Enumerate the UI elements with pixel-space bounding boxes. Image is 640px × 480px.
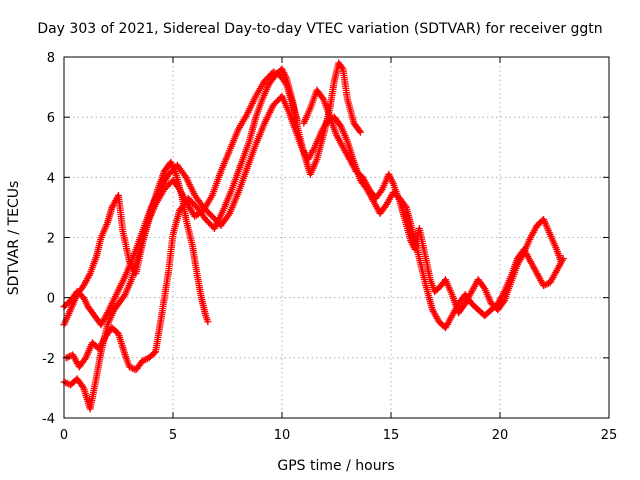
- data-layer: [60, 59, 567, 413]
- series-pass-e: [300, 86, 565, 317]
- series-pass-b: [60, 68, 301, 329]
- data-point: [142, 355, 150, 363]
- data-point: [150, 349, 158, 357]
- data-point: [64, 353, 72, 361]
- x-tick-label: 0: [60, 428, 68, 443]
- chart-title: Day 303 of 2021, Sidereal Day-to-day VTE…: [37, 21, 602, 37]
- data-point: [204, 318, 212, 326]
- x-tick-label: 5: [169, 428, 177, 443]
- x-tick-label: 25: [601, 428, 618, 443]
- data-point: [125, 363, 133, 371]
- tick-layer: 0 5 10 15 20 25 -4 -2 0 2 4 6 8: [42, 51, 617, 443]
- data-point: [541, 281, 549, 289]
- y-tick-label: -4: [42, 412, 55, 427]
- data-point: [338, 64, 346, 72]
- x-tick-label: 15: [383, 428, 400, 443]
- y-tick-label: 2: [47, 232, 55, 247]
- y-tick-label: 0: [47, 292, 55, 307]
- y-axis-title: SDTVAR / TECUs: [6, 181, 22, 296]
- y-tick-label: 8: [47, 51, 55, 66]
- x-axis-title: GPS time / hours: [277, 458, 394, 474]
- data-point: [127, 364, 135, 372]
- data-point: [543, 280, 551, 288]
- data-point: [138, 357, 146, 365]
- series-pass-d: [60, 92, 567, 332]
- y-tick-label: 4: [47, 171, 55, 186]
- data-point: [557, 258, 565, 266]
- data-point: [401, 202, 409, 210]
- series-pass-c: [62, 59, 364, 374]
- data-point: [499, 298, 507, 306]
- data-point: [318, 94, 326, 102]
- data-point: [355, 127, 363, 135]
- data-point: [356, 128, 364, 136]
- y-tick-label: 6: [47, 111, 55, 126]
- x-tick-label: 10: [274, 428, 291, 443]
- x-tick-label: 20: [492, 428, 509, 443]
- data-point: [62, 379, 70, 387]
- data-point: [140, 356, 148, 364]
- data-point: [540, 282, 548, 290]
- y-tick-label: -2: [42, 352, 55, 367]
